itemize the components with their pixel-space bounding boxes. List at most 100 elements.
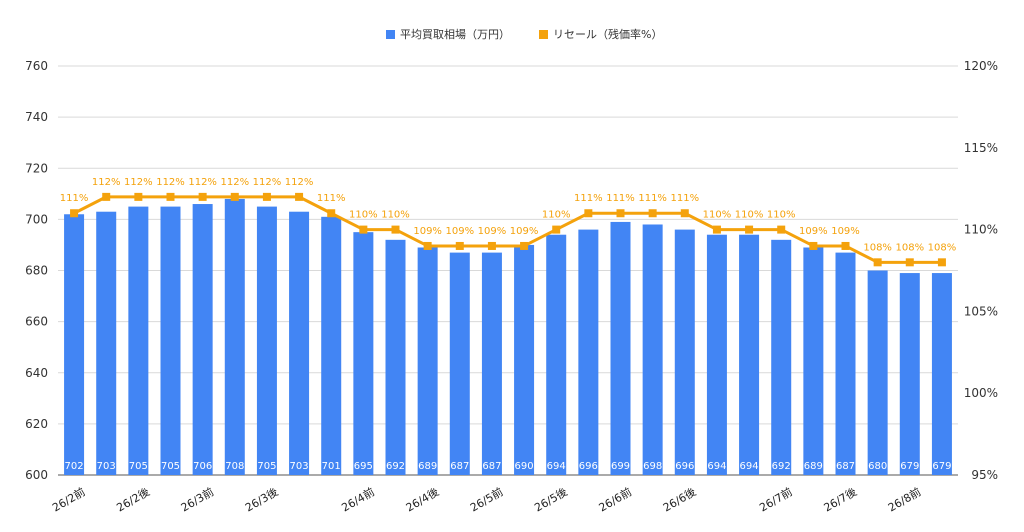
- line-value-label: 109%: [478, 226, 507, 237]
- line-value-label: 112%: [156, 177, 185, 188]
- bar: [931, 273, 952, 475]
- bar: [546, 234, 567, 475]
- line-point: [327, 209, 336, 218]
- bar: [706, 234, 727, 475]
- bar-value-label: 687: [450, 461, 469, 472]
- right-tick-label: 120%: [964, 59, 998, 73]
- right-y-axis: 95% 100% 105% 110% 115% 120%: [964, 59, 998, 482]
- x-tick-label: 26/7後: [821, 484, 859, 514]
- x-tick-label: 26/5後: [532, 484, 570, 514]
- line-point: [102, 192, 111, 201]
- bar-value-label: 702: [65, 461, 84, 472]
- line-value-label: 109%: [510, 226, 539, 237]
- line-value-label: 108%: [863, 242, 892, 253]
- line-point: [487, 241, 496, 250]
- bar-value-label: 679: [932, 461, 951, 472]
- line-value-label: 112%: [124, 177, 153, 188]
- bar: [899, 273, 920, 475]
- left-tick-label: 620: [25, 417, 48, 431]
- bar-value-label: 698: [643, 461, 662, 472]
- line-point: [905, 258, 914, 267]
- bar-value-label: 690: [515, 461, 534, 472]
- bar: [481, 252, 502, 475]
- line-value-label: 112%: [188, 177, 217, 188]
- line-point: [198, 192, 207, 201]
- line-value-label: 109%: [413, 226, 442, 237]
- bar: [353, 232, 374, 475]
- left-tick-label: 680: [25, 264, 48, 278]
- bar-value-label: 699: [611, 461, 630, 472]
- bar-value-label: 679: [900, 461, 919, 472]
- bar-value-label: 695: [354, 461, 373, 472]
- line-value-label: 111%: [638, 193, 667, 204]
- bar-value-label: 708: [225, 461, 244, 472]
- bar: [803, 247, 824, 475]
- line-point: [841, 241, 850, 250]
- bar: [771, 239, 792, 475]
- bar-value-label: 705: [161, 461, 180, 472]
- bar-value-label: 705: [257, 461, 276, 472]
- line-point: [712, 225, 721, 234]
- line-value-label: 110%: [767, 210, 796, 221]
- line-value-label: 112%: [253, 177, 282, 188]
- left-tick-label: 600: [25, 468, 48, 482]
- bar-value-label: 706: [193, 461, 212, 472]
- line-point: [359, 225, 368, 234]
- bar: [578, 229, 599, 475]
- line-point: [809, 241, 818, 250]
- bar-value-label: 703: [97, 461, 116, 472]
- line-point: [937, 258, 946, 267]
- bar: [160, 206, 181, 475]
- line-value-label: 109%: [445, 226, 474, 237]
- line-value-label: 110%: [381, 210, 410, 221]
- x-tick-label: 26/8前: [885, 484, 923, 514]
- line-point: [391, 225, 400, 234]
- bar: [192, 204, 213, 475]
- line-point: [584, 209, 593, 218]
- bar: [64, 214, 85, 475]
- line-point: [262, 192, 271, 201]
- line-value-label: 111%: [606, 193, 635, 204]
- right-tick-label: 110%: [964, 223, 998, 237]
- line-point: [648, 209, 657, 218]
- line-point: [166, 192, 175, 201]
- legend: 平均買取相場（万円） リセール（残価率%）: [386, 27, 662, 41]
- line-value-label: 112%: [220, 177, 249, 188]
- x-tick-label: 26/7前: [757, 484, 795, 514]
- bar: [289, 211, 310, 476]
- line-value-label: 111%: [670, 193, 699, 204]
- line-value-label: 109%: [831, 226, 860, 237]
- line-series: [70, 192, 946, 267]
- right-tick-label: 115%: [964, 141, 998, 155]
- x-tick-label: 26/2後: [114, 484, 152, 514]
- bar-value-label: 694: [547, 461, 566, 472]
- x-tick-label: 26/4後: [403, 484, 441, 514]
- bar: [385, 239, 406, 475]
- legend-swatch-line: [539, 30, 548, 39]
- bar-value-label: 692: [772, 461, 791, 472]
- bar-value-labels: 702 703 705 705 706 708 705 703 701 695 692 689 687 6…: [65, 461, 952, 472]
- bar-value-label: 696: [579, 461, 598, 472]
- line-value-label: 108%: [928, 242, 957, 253]
- line-point: [680, 209, 689, 218]
- x-tick-label: 26/3後: [243, 484, 281, 514]
- bar: [739, 234, 760, 475]
- x-tick-label: 26/6後: [660, 484, 698, 514]
- line-value-label: 111%: [574, 193, 603, 204]
- legend-swatch-bar: [386, 30, 395, 39]
- line-point: [745, 225, 754, 234]
- x-tick-label: 26/3前: [178, 484, 216, 514]
- bar-value-label: 701: [322, 461, 341, 472]
- bar: [867, 270, 888, 475]
- line-point: [873, 258, 882, 267]
- line-value-label: 111%: [317, 193, 346, 204]
- left-tick-label: 660: [25, 315, 48, 329]
- bar: [835, 252, 856, 475]
- bar: [674, 229, 695, 475]
- bar-value-label: 689: [418, 461, 437, 472]
- line-value-label: 112%: [92, 177, 121, 188]
- line-path: [73, 195, 942, 264]
- right-tick-label: 95%: [971, 468, 998, 482]
- bar-value-label: 694: [707, 461, 726, 472]
- bar-value-label: 705: [129, 461, 148, 472]
